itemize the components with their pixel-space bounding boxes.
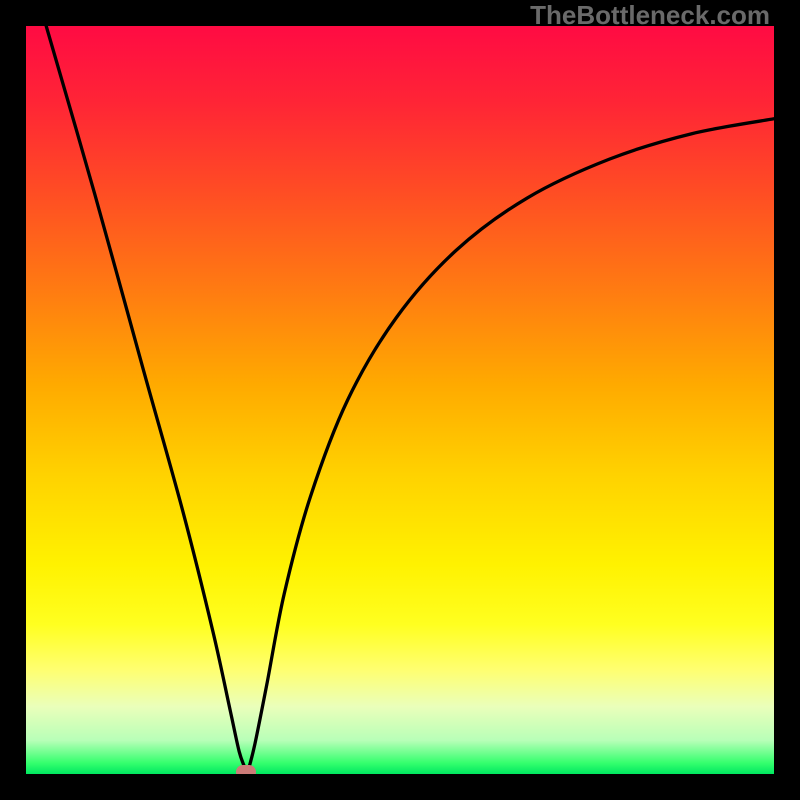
- chart-frame: TheBottleneck.com: [0, 0, 800, 800]
- plot-area: [26, 26, 774, 774]
- gradient-background: [26, 26, 774, 774]
- plot-svg: [26, 26, 774, 774]
- watermark-text: TheBottleneck.com: [530, 0, 770, 31]
- minimum-marker: [236, 765, 256, 779]
- minimum-marker-shape: [236, 765, 256, 779]
